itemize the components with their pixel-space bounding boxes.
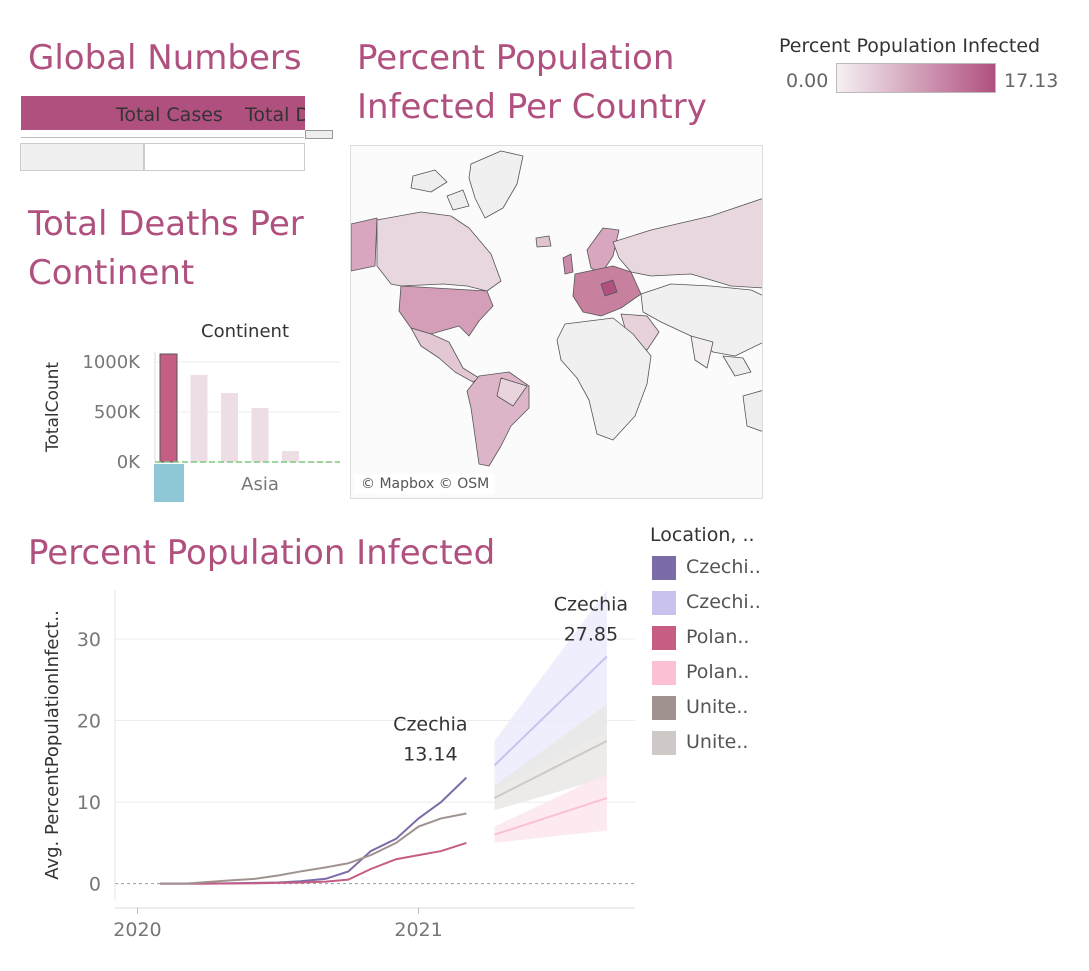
map-title-line2: Infected Per Country: [357, 87, 707, 127]
column-total-cases: Total Cases: [116, 104, 223, 126]
series-line[interactable]: [159, 841, 467, 885]
deaths-title-line2: Continent: [28, 253, 195, 293]
color-legend-min: 0.00: [786, 70, 829, 92]
africa-region[interactable]: [556, 317, 652, 441]
bar-y-axis-label: TotalCount: [43, 362, 63, 454]
world-map[interactable]: © Mapbox © OSM: [350, 145, 763, 499]
location-legend-item[interactable]: Polan..: [652, 660, 782, 686]
infected-title: Percent Population Infected: [28, 533, 496, 573]
deaths-bar[interactable]: [251, 408, 269, 462]
alaska-region[interactable]: [351, 217, 378, 272]
legend-label: Polan..: [686, 661, 750, 683]
location-legend-item[interactable]: Czechi..: [652, 555, 782, 581]
deaths-bar[interactable]: [282, 451, 299, 462]
deaths-bar[interactable]: [159, 353, 178, 463]
annotation-value: 13.14: [403, 743, 457, 765]
column-total-deaths: Total D: [245, 104, 305, 126]
location-legend-item[interactable]: Unite..: [652, 730, 782, 756]
continent-label: Asia: [241, 474, 279, 495]
continent-header: Continent: [201, 321, 289, 342]
forecast-line[interactable]: [494, 797, 608, 836]
line-y-tick-label: 20: [77, 711, 101, 733]
annotation-value: 27.85: [564, 623, 618, 645]
brazil-region[interactable]: [496, 377, 528, 407]
asia-region[interactable]: [640, 283, 763, 357]
bar-y-tick-label: 0K: [117, 452, 141, 473]
usa-region[interactable]: [398, 285, 494, 337]
line-y-tick-label: 0: [89, 874, 101, 896]
legend-swatch: [652, 626, 676, 650]
scandinavia-region[interactable]: [586, 227, 620, 275]
color-legend-title: Percent Population Infected: [779, 35, 1041, 57]
forecast-line[interactable]: [494, 740, 608, 799]
legend-label: Unite..: [686, 731, 749, 753]
arctic-island-region[interactable]: [410, 169, 448, 193]
greenland-region[interactable]: [468, 150, 524, 219]
line-y-tick-label: 10: [77, 792, 101, 814]
annotation-label: Czechia: [554, 593, 628, 615]
legend-label: Czechi..: [686, 556, 761, 578]
table-divider: [21, 137, 304, 138]
deaths-bar[interactable]: [221, 393, 238, 462]
arctic-island-region[interactable]: [446, 189, 470, 211]
table-cell-total-deaths: [144, 143, 305, 171]
infected-line-chart[interactable]: Avg. PercentPopulationInfect.. 0 10 20 30 202…: [30, 580, 640, 965]
iceland-region[interactable]: [535, 235, 552, 248]
world-map-svg: [351, 150, 763, 467]
legend-swatch: [652, 591, 676, 615]
line-y-axis-label: Avg. PercentPopulationInfect..: [42, 610, 63, 880]
legend-label: Unite..: [686, 696, 749, 718]
map-title-line1: Percent Population: [357, 38, 675, 78]
table-cell-total-cases: [20, 143, 144, 171]
deaths-title-line1: Total Deaths Per: [28, 204, 304, 244]
series-line[interactable]: [159, 776, 468, 885]
russia-region[interactable]: [612, 198, 763, 289]
czechia-region[interactable]: [600, 279, 618, 297]
location-legend-title: Location, ..: [650, 524, 755, 546]
global-numbers-header: Total Cases Total D: [21, 96, 305, 130]
australia-region[interactable]: [742, 390, 763, 432]
location-legend-item[interactable]: Unite..: [652, 695, 782, 721]
legend-swatch: [652, 556, 676, 580]
global-numbers-title: Global Numbers: [28, 38, 302, 78]
legend-label: Polan..: [686, 626, 750, 648]
series-line[interactable]: [159, 812, 467, 885]
line-y-tick-label: 30: [77, 629, 101, 651]
location-legend-item[interactable]: Polan..: [652, 625, 782, 651]
deaths-bar[interactable]: [190, 375, 208, 462]
deaths-bar-chart[interactable]: Continent TotalCount 1000K 500K 0K Asia: [30, 312, 345, 507]
legend-swatch: [652, 696, 676, 720]
color-legend-max: 17.13: [1004, 70, 1059, 92]
bar-y-tick-label: 1000K: [82, 352, 141, 373]
color-legend-ramp: [836, 63, 996, 93]
forecast-line[interactable]: [493, 655, 608, 767]
india-region[interactable]: [690, 335, 714, 369]
location-legend-item[interactable]: Czechi..: [652, 590, 782, 616]
horizontal-scrollbar[interactable]: [305, 130, 333, 139]
canada-region[interactable]: [376, 211, 502, 292]
map-attribution: © Mapbox © OSM: [355, 474, 496, 494]
annotation-label: Czechia: [393, 713, 467, 735]
bar-y-tick-label: 500K: [94, 402, 141, 423]
legend-swatch: [652, 661, 676, 685]
legend-swatch: [652, 731, 676, 755]
uk-region[interactable]: [562, 253, 574, 275]
line-x-tick-label: 2021: [394, 919, 442, 941]
continent-highlight[interactable]: [154, 464, 184, 502]
legend-label: Czechi..: [686, 591, 761, 613]
line-x-tick-label: 2020: [113, 919, 161, 941]
southeast-asia-region[interactable]: [722, 355, 752, 377]
